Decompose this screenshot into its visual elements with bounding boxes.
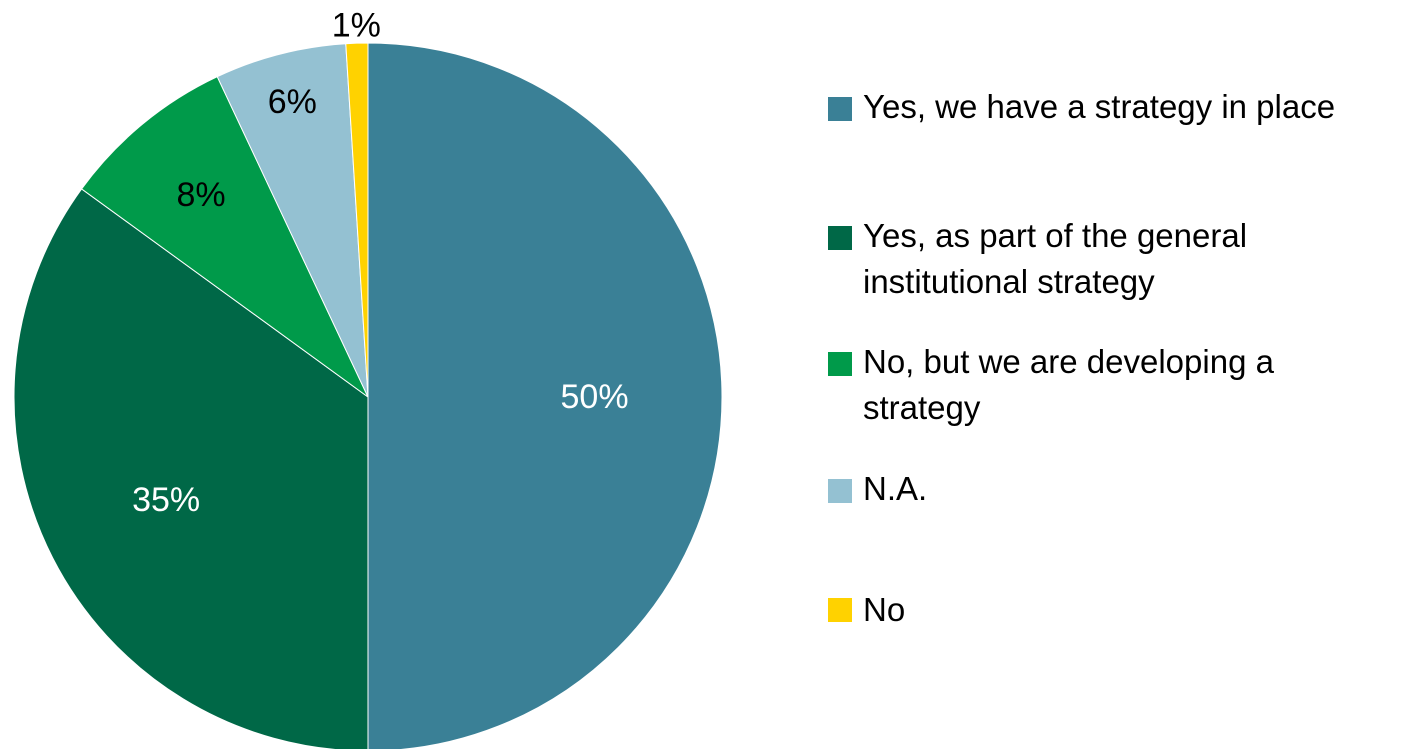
legend-swatch-strategy-in-place — [828, 97, 852, 121]
pie-slice-na — [216, 43, 369, 398]
legend-swatch-general-strategy — [828, 226, 852, 250]
legend-label-strategy-in-place: Yes, we have a strategy in place — [863, 88, 1336, 125]
legend-swatch-no — [828, 598, 852, 622]
legend-label-developing-strategy: No, but we are developing a strategy — [863, 343, 1274, 426]
chart-legend: Yes, we have a strategy in place Yes, as… — [828, 0, 1413, 749]
pie-slice-strategy-in-place — [367, 42, 723, 749]
slice-label-general-strategy: 35% — [132, 481, 200, 519]
pie-slice-general-strategy — [13, 188, 369, 749]
slice-label-strategy-in-place: 50% — [561, 378, 629, 416]
slice-label-na: 6% — [268, 83, 317, 121]
legend-label-general-strategy: Yes, as part of the general institutiona… — [863, 217, 1248, 300]
legend-swatch-developing-strategy — [828, 352, 852, 376]
legend-label-no: No — [863, 591, 906, 628]
legend-label-na: N.A. — [863, 470, 928, 507]
pie-slice-developing-strategy — [80, 76, 369, 398]
pie-slice-no — [345, 42, 369, 398]
legend-swatch-na — [828, 479, 852, 503]
slice-label-developing-strategy: 8% — [176, 176, 225, 214]
slice-label-no: 1% — [332, 6, 381, 44]
